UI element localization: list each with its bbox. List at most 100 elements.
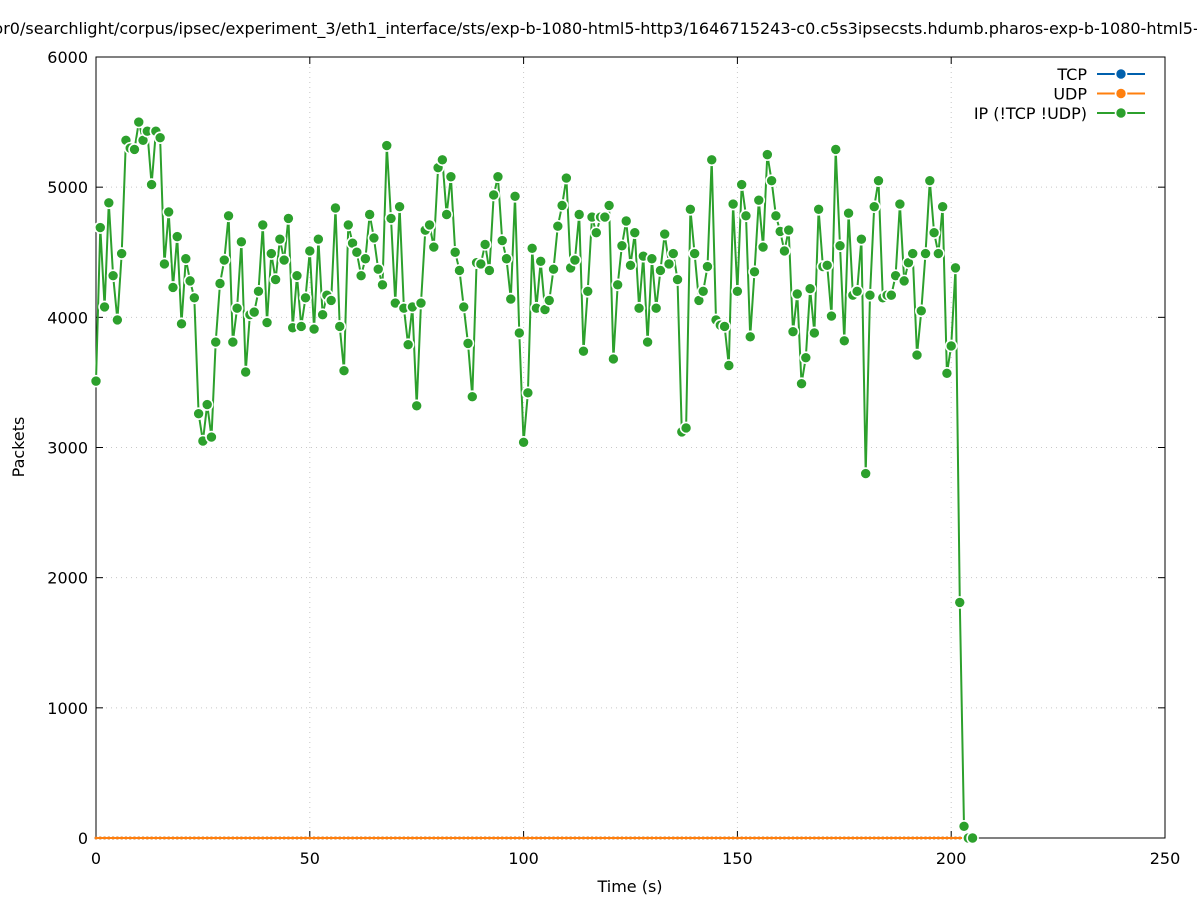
point-ip-tcp-udp-142 [696,284,710,298]
point-udp-113 [577,836,581,840]
point-udp-176 [847,836,851,840]
point-ip-tcp-udp-151 [735,178,748,191]
point-ip-tcp-udp-107 [547,262,560,276]
point-ip-tcp-udp-16 [158,257,171,271]
point-udp-181 [868,836,872,840]
point-udp-20 [180,836,184,840]
point-udp-65 [372,836,376,840]
point-udp-196 [932,836,936,840]
point-ip-tcp-udp-78 [423,218,436,232]
y-tick-label-1000: 1000 [47,699,88,718]
point-ip-tcp-udp-163 [786,325,800,338]
point-udp-46 [291,836,295,840]
point-ip-tcp-udp-23 [188,291,201,305]
x-tick-label-0: 0 [91,849,101,868]
point-udp-136 [676,836,680,840]
point-ip-tcp-udp-24 [192,407,205,420]
point-udp-59 [346,836,350,840]
point-udp-166 [804,836,808,840]
point-ip-tcp-udp-140 [688,247,701,260]
point-udp-60 [351,836,355,840]
point-udp-147 [723,836,727,840]
point-ip-tcp-udp-37 [247,305,261,319]
point-ip-tcp-udp-147 [718,320,731,333]
point-ip-tcp-udp-167 [803,282,817,295]
point-ip-tcp-udp-62 [354,269,368,282]
point-ip-tcp-udp-121 [607,352,620,366]
point-udp-3 [107,836,111,840]
point-ip-tcp-udp-203 [957,819,971,833]
point-udp-186 [889,836,893,840]
point-udp-18 [171,836,175,840]
point-ip-tcp-udp-82 [440,208,453,221]
point-udp-169 [817,836,821,840]
point-ip-tcp-udp-52 [312,232,325,246]
point-udp-42 [274,836,278,840]
point-udp-78 [428,836,432,840]
point-udp-88 [470,836,474,840]
point-udp-138 [684,836,688,840]
point-ip-tcp-udp-117 [589,226,603,240]
point-ip-tcp-udp-110 [560,171,573,185]
point-ip-tcp-udp-154 [748,265,761,279]
point-ip-tcp-udp-87 [461,337,475,350]
point-udp-10 [137,836,141,840]
point-udp-35 [244,836,248,840]
point-udp-103 [534,836,538,840]
point-udp-89 [475,836,479,840]
legend-entry-ip-tcp-udp: IP (!TCP !UDP) [974,104,1145,123]
point-ip-tcp-udp-1 [93,221,107,234]
point-udp-93 [492,836,496,840]
point-ip-tcp-udp-50 [303,244,317,258]
point-udp-199 [945,836,949,840]
point-udp-19 [175,836,179,840]
point-ip-tcp-udp-180 [859,467,872,480]
point-udp-79 [432,836,436,840]
point-udp-14 [154,836,158,840]
point-udp-106 [547,836,551,840]
point-udp-49 [304,836,308,840]
point-ip-tcp-udp-149 [726,197,740,211]
point-udp-172 [829,836,833,840]
point-ip-tcp-udp-178 [850,284,864,298]
point-udp-140 [693,836,697,840]
point-ip-tcp-udp-125 [624,258,637,272]
point-ip-tcp-udp-30 [217,253,231,267]
series-layer [89,115,979,845]
point-ip-tcp-udp-186 [885,288,898,302]
point-ip-tcp-udp-75 [410,399,424,413]
point-udp-4 [111,836,115,840]
point-udp-151 [740,836,744,840]
point-udp-58 [342,836,346,840]
point-udp-16 [162,836,166,840]
point-udp-112 [573,836,577,840]
point-udp-26 [205,836,209,840]
point-ip-tcp-udp-79 [427,240,441,254]
point-udp-31 [227,836,231,840]
point-udp-134 [667,836,671,840]
y-axis-label: Packets [9,417,28,478]
point-ip-tcp-udp-5 [111,313,124,327]
point-ip-tcp-udp-173 [829,143,843,156]
point-udp-81 [440,836,444,840]
point-udp-27 [209,836,213,840]
point-udp-182 [872,836,876,840]
point-udp-129 [646,836,650,840]
point-udp-29 [218,836,222,840]
point-ip-tcp-udp-38 [252,284,265,298]
point-udp-155 [757,836,761,840]
point-ip-tcp-udp-66 [371,262,385,276]
point-ip-tcp-udp-138 [679,421,693,435]
point-ip-tcp-udp-32 [226,335,240,349]
point-ip-tcp-udp-4 [106,269,120,282]
point-udp-99 [517,836,521,840]
point-ip-tcp-udp-158 [765,174,778,187]
point-ip-tcp-udp-47 [290,269,304,282]
point-ip-tcp-udp-91 [478,238,492,251]
point-udp-100 [522,836,526,840]
legend-entry-udp: UDP [1053,85,1145,104]
point-ip-tcp-udp-166 [799,351,813,364]
series-ip-tcp-udp [89,115,979,845]
point-udp-82 [445,836,449,840]
point-ip-tcp-udp-134 [662,257,676,271]
